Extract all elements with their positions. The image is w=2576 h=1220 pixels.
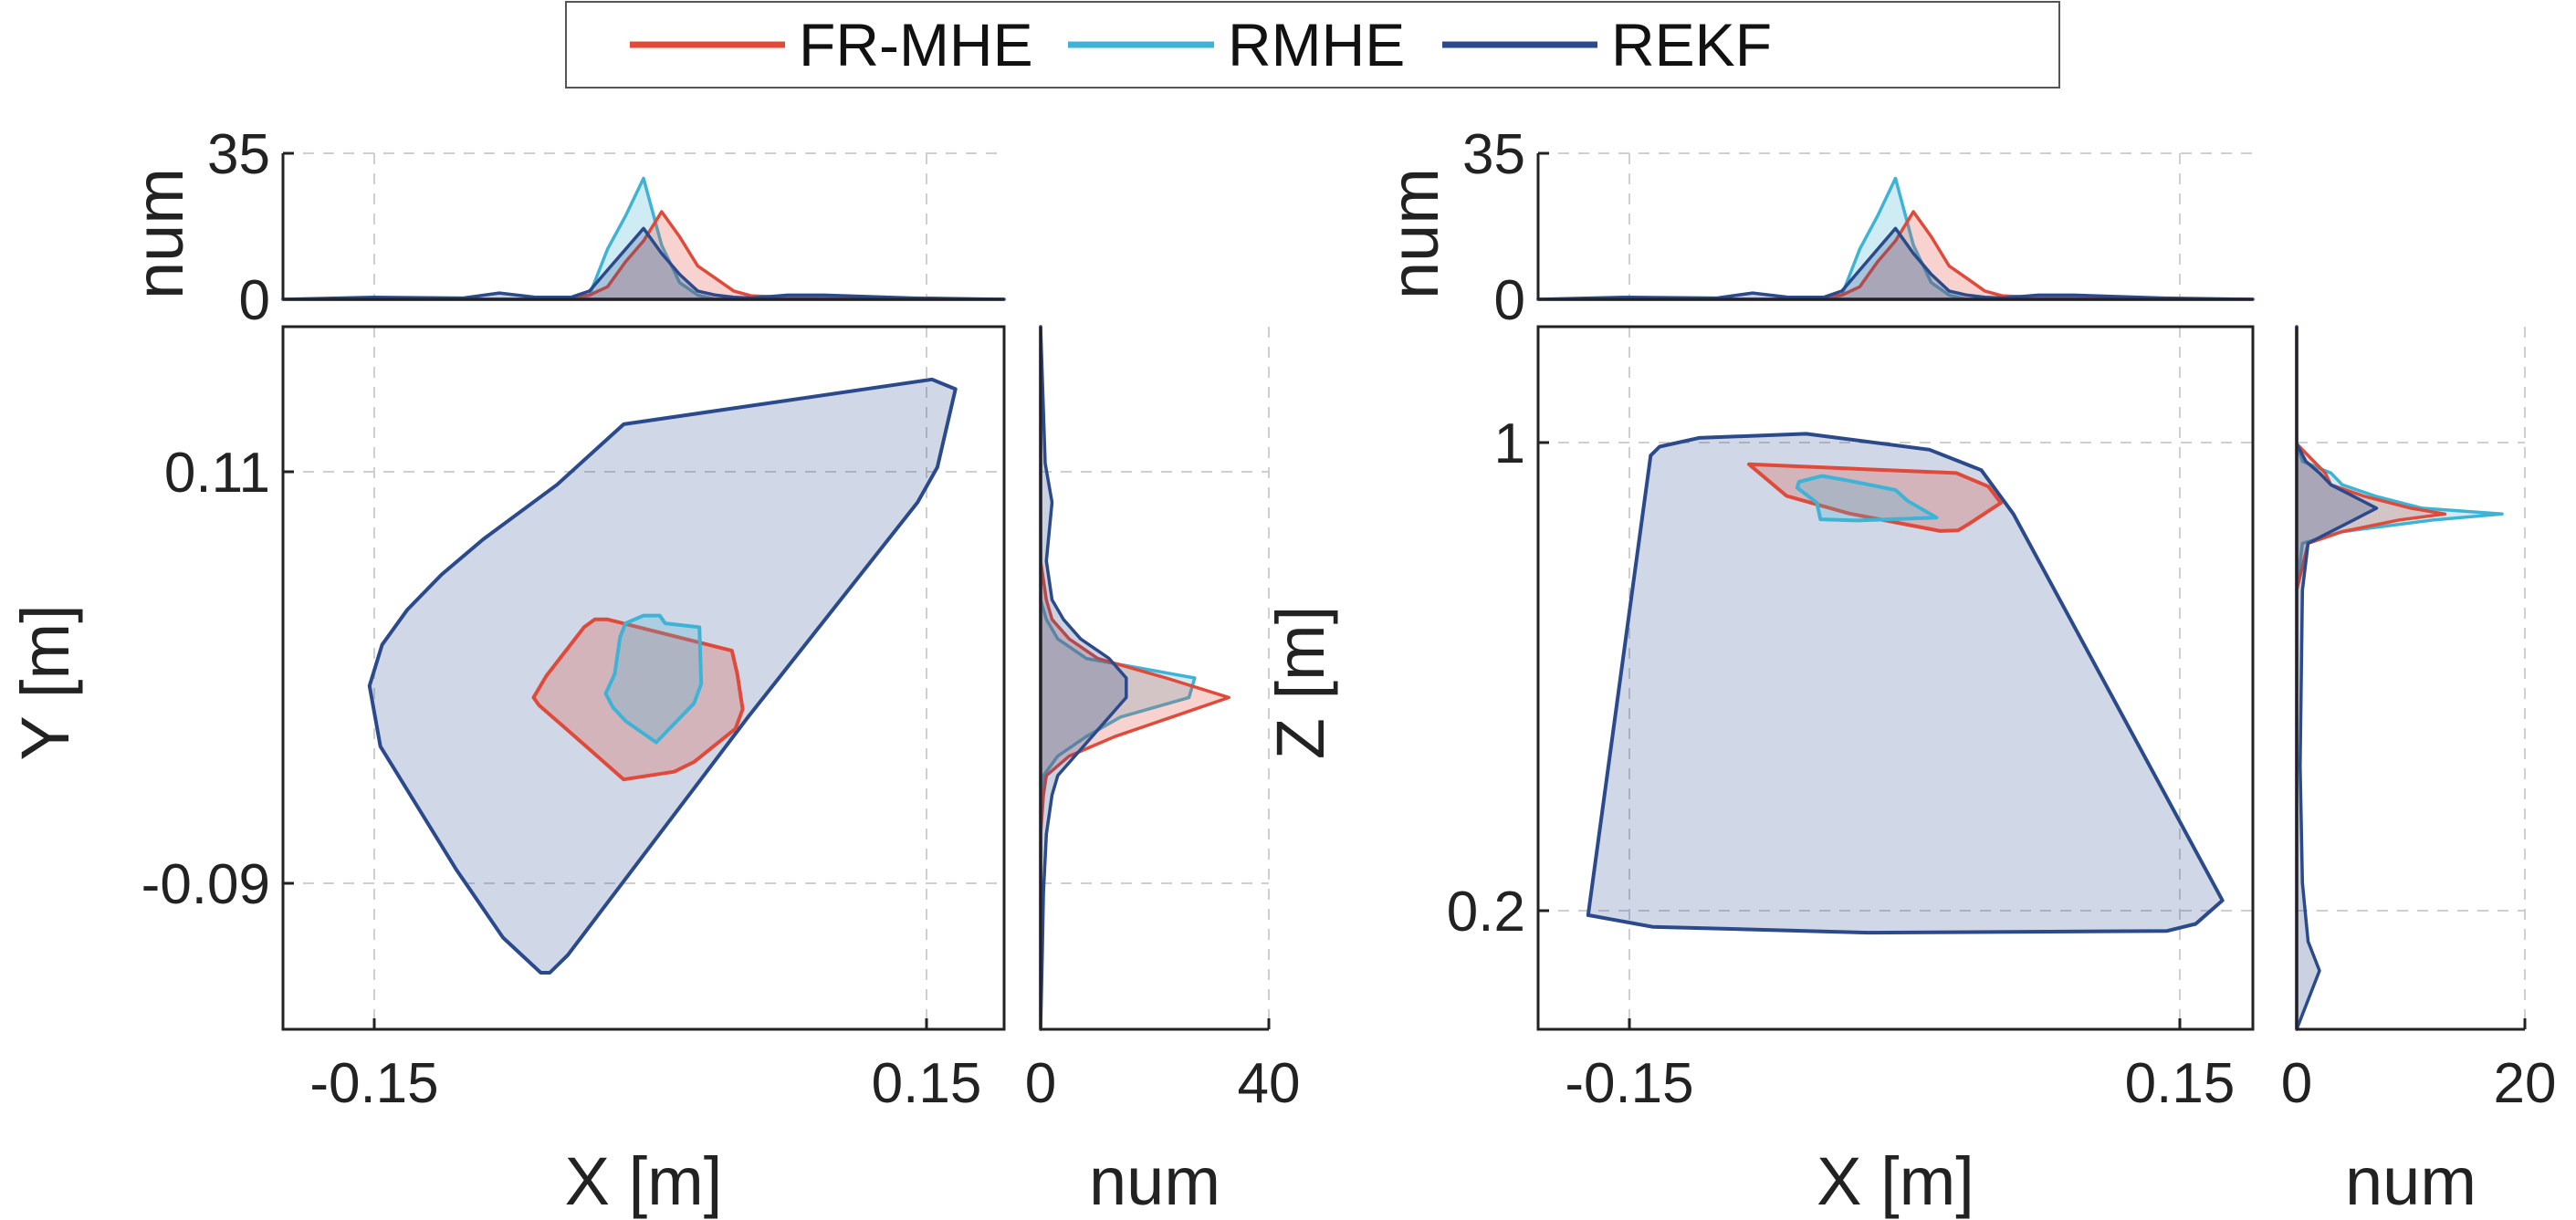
main-xlabel: X [m] [565,1143,723,1219]
hull-fr-mhe [531,617,745,782]
hull-rekf [1586,432,2225,935]
main-ytick-label-1: -0.09 [141,853,270,916]
top-ylabel: num [121,168,197,299]
top-density-rekf [281,226,1006,301]
hull-rekf [367,377,958,975]
main-xtick-label-0: -0.15 [1565,1052,1693,1115]
main-xlabel: X [m] [1817,1143,1974,1219]
top-density-rekf [1536,226,2255,301]
main-axes-frame [281,325,1006,1031]
right-xtick-label-0: 0 [2281,1052,2312,1115]
main-ytick-label-0: 1 [1494,412,1525,475]
legend-label-rekf: REKF [1611,11,1772,78]
top-ytick-label-1: 0 [1494,269,1525,332]
legend-label-fr-mhe: FR-MHE [799,11,1033,78]
main-ylabel: Y [m] [7,604,83,760]
main-xtick-label-1: 0.15 [872,1052,982,1115]
legend-box [565,1,2060,89]
panel-xz: -0.15 0.15 1 0.2 X [m] Z [m] 35 0 num 0 20 num [1262,123,2556,1219]
top-ytick-label-0: 35 [1462,123,1525,186]
main-xtick-label-0: -0.15 [309,1052,438,1115]
right-density-rekf [2295,325,2379,1031]
legend-label-rmhe: RMHE [1228,11,1405,78]
panel-xy: -0.15 0.15 0.11 -0.09 X [m] Y [m] 35 0 num 0 40 num [7,123,1300,1219]
top-ytick-label-1: 0 [239,269,270,332]
main-ylabel: Z [m] [1262,606,1338,760]
right-density-rekf [1039,325,1128,1031]
legend: FR-MHE RMHE REKF [565,1,2060,89]
right-density-fr-mhe [2295,325,2447,1031]
right-xtick-label-1: 40 [1238,1052,1301,1115]
main-ytick-label-1: 0.2 [1447,881,1525,944]
main-xtick-label-1: 0.15 [2125,1052,2236,1115]
right-xtick-label-0: 0 [1025,1052,1056,1115]
right-xtick-label-1: 20 [2494,1052,2557,1115]
right-density-rmhe [2295,325,2504,1031]
right-xlabel: num [2345,1143,2477,1219]
hull-rmhe [603,613,704,745]
main-axes-frame [1536,325,2255,1031]
top-ytick-label-0: 35 [207,123,270,186]
main-ytick-label-0: 0.11 [164,442,270,505]
top-ylabel: num [1377,168,1452,299]
hull-rmhe [1795,474,1939,523]
right-xlabel: num [1089,1143,1220,1219]
